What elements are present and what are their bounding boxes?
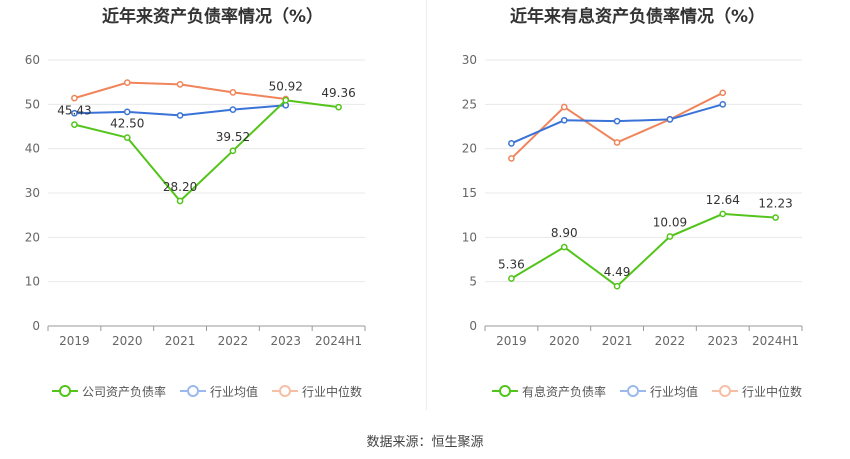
chart-divider	[426, 0, 427, 410]
right-point-industry_median-2019	[508, 155, 515, 162]
left-x-tick-label-2023: 2023	[270, 334, 301, 348]
left-point-industry_avg-2022	[229, 106, 237, 114]
right-y-tick-label-5: 25	[462, 97, 477, 111]
left-data-label-2020: 42.50	[110, 117, 144, 131]
legend-swatch-industry-median	[272, 385, 299, 397]
left-data-label-2019: 45.43	[57, 104, 91, 118]
right-y-tick-label-4: 20	[462, 142, 477, 156]
right-point-company-2019	[508, 275, 515, 282]
left-y-tick-label-5: 50	[25, 97, 40, 111]
right-x-tick-label-2024H1: 2024H1	[752, 334, 799, 348]
left-point-industry_avg-2021	[176, 112, 184, 119]
chart-title-right: 近年来有息资产负债率情况（%）	[509, 7, 766, 27]
right-point-industry_avg-2020	[560, 116, 568, 124]
legend-item-company-interest[interactable]: 有息资产负债率	[492, 383, 606, 400]
right-x-tick-label-2022: 2022	[655, 334, 686, 348]
right-x-tick-label-2019: 2019	[496, 334, 527, 348]
right-data-label-2022: 10.09	[653, 216, 687, 230]
legend-item-industry-median[interactable]: 行业中位数	[272, 383, 362, 400]
legend-item-industry-avg[interactable]: 行业均值	[180, 383, 258, 400]
right-x-tick-label-2020: 2020	[549, 334, 580, 348]
legend-label-industry-median-right: 行业中位数	[742, 384, 803, 399]
right-point-company-2022	[666, 233, 674, 240]
legend-item-industry-avg-right[interactable]: 行业均值	[620, 383, 698, 400]
legend-left: 公司资产负债率 行业均值 行业中位数	[52, 382, 376, 400]
left-x-tick-label-2020: 2020	[112, 334, 143, 348]
left-point-company-2021	[176, 197, 184, 205]
chart-title-left: 近年来资产负债率情况（%）	[101, 7, 324, 27]
left-y-tick-label-1: 10	[25, 275, 40, 289]
left-point-company-2020	[123, 134, 131, 141]
left-point-industry_median-2020	[123, 79, 131, 86]
right-series-line-company	[510, 212, 776, 288]
right-point-industry_median-2021	[613, 139, 621, 146]
legend-label-industry-avg-right: 行业均值	[650, 384, 699, 399]
right-data-label-2019: 5.36	[498, 257, 525, 271]
right-x-tick-label-2023: 2023	[707, 334, 738, 348]
left-y-tick-label-4: 40	[25, 142, 40, 156]
left-data-label-2024H1: 49.36	[321, 86, 355, 100]
left-x-tick-label-2024H1: 2024H1	[315, 334, 362, 348]
legend-swatch-industry-avg	[180, 385, 207, 397]
right-y-tick-label-0: 0	[469, 319, 477, 333]
legend-label-industry-median: 行业中位数	[302, 384, 363, 399]
right-point-industry_median-2023	[719, 89, 727, 97]
legend-swatch-company-interest	[492, 385, 518, 397]
legend-item-company[interactable]: 公司资产负债率	[52, 383, 166, 400]
left-y-tick-label-6: 60	[25, 53, 40, 67]
right-data-label-2023: 12.64	[706, 193, 740, 207]
left-point-industry_median-2021	[176, 81, 184, 88]
right-data-label-2020: 8.90	[551, 226, 578, 240]
data-source: 数据来源：恒生聚源	[366, 435, 484, 450]
right-point-company-2021	[613, 282, 621, 290]
left-data-label-2021: 28.20	[163, 180, 197, 194]
legend-item-industry-median-right[interactable]: 行业中位数	[712, 383, 802, 400]
left-x-tick-label-2019: 2019	[59, 334, 90, 348]
left-point-company-2023	[282, 96, 290, 104]
left-point-industry_median-2022	[229, 89, 237, 96]
left-y-tick-label-3: 30	[25, 186, 40, 200]
legend-label-company: 公司资产负债率	[82, 384, 167, 399]
right-point-company-2023	[719, 210, 727, 218]
left-point-industry_median-2019	[71, 94, 78, 102]
left-point-company-2019	[71, 121, 78, 128]
left-data-label-2023: 50.92	[269, 79, 303, 93]
right-point-company-2020	[560, 243, 568, 251]
legend-label-company-interest: 有息资产负债率	[522, 384, 607, 399]
left-point-industry_avg-2019	[71, 109, 78, 117]
right-y-tick-label-6: 30	[462, 53, 477, 67]
left-point-company-2024H1	[335, 103, 342, 111]
left-y-tick-label-0: 0	[32, 319, 40, 333]
right-y-tick-label-1: 5	[469, 275, 477, 289]
right-y-tick-label-2: 10	[462, 230, 477, 244]
left-y-tick-label-2: 20	[25, 230, 40, 244]
right-x-tick-label-2021: 2021	[602, 334, 633, 348]
right-point-industry_avg-2019	[508, 139, 515, 147]
legend-label-industry-avg: 行业均值	[210, 384, 259, 399]
right-point-industry_avg-2023	[719, 100, 727, 108]
legend-right: 有息资产负债率 行业均值 行业中位数	[492, 382, 816, 400]
left-x-tick-label-2022: 2022	[218, 334, 249, 348]
right-data-label-2021: 4.49	[604, 265, 631, 279]
legend-swatch-industry-median-right	[712, 385, 739, 397]
left-point-industry_avg-2020	[123, 108, 131, 116]
left-series-line-company	[74, 99, 339, 203]
right-data-label-2024H1: 12.23	[758, 197, 792, 211]
left-point-company-2022	[229, 147, 237, 155]
right-point-industry_median-2020	[560, 103, 568, 111]
legend-swatch-company	[52, 385, 78, 397]
right-point-industry_avg-2022	[666, 116, 674, 123]
right-point-industry_avg-2021	[613, 117, 621, 125]
left-data-label-2022: 39.52	[216, 130, 250, 144]
legend-swatch-industry-avg-right	[620, 385, 647, 397]
left-x-tick-label-2021: 2021	[165, 334, 196, 348]
right-y-tick-label-3: 15	[462, 186, 477, 200]
right-point-company-2024H1	[772, 214, 779, 221]
